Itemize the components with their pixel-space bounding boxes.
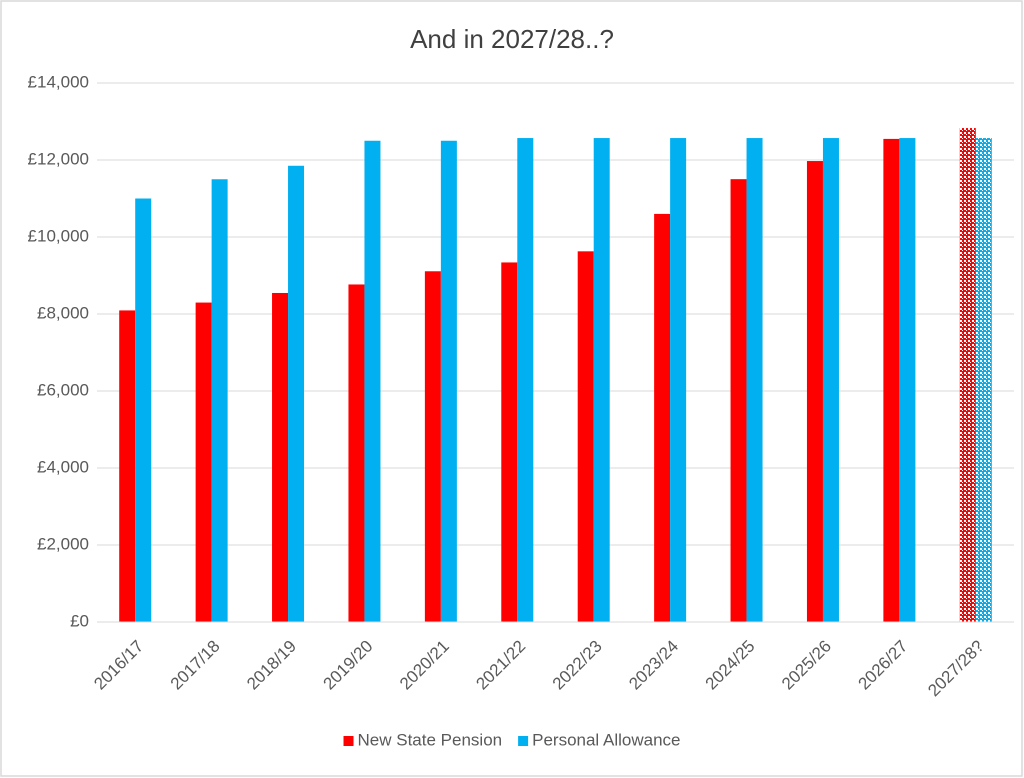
bar xyxy=(975,138,992,622)
y-tick-label: £4,000 xyxy=(37,457,89,476)
bar xyxy=(730,179,747,622)
legend-label: New State Pension xyxy=(358,730,503,749)
bar xyxy=(135,198,152,622)
bar xyxy=(593,138,610,622)
bar xyxy=(899,138,916,622)
chart-title: And in 2027/28..? xyxy=(410,24,614,54)
bar xyxy=(501,262,518,622)
y-tick-label: £12,000 xyxy=(28,149,89,168)
legend-label: Personal Allowance xyxy=(532,730,680,749)
bar xyxy=(822,138,839,622)
bar xyxy=(440,140,457,622)
y-tick-label: £6,000 xyxy=(37,380,89,399)
bar xyxy=(959,128,976,623)
bar xyxy=(288,165,305,622)
bar xyxy=(348,284,365,622)
bar xyxy=(806,161,823,623)
bar xyxy=(119,310,136,622)
bar xyxy=(654,213,671,622)
y-tick-label: £10,000 xyxy=(28,226,89,245)
legend-swatch xyxy=(343,736,354,746)
y-tick-label: £2,000 xyxy=(37,534,89,553)
bar xyxy=(272,292,289,622)
y-tick-label: £0 xyxy=(70,611,89,630)
y-tick-label: £8,000 xyxy=(37,303,89,322)
bar xyxy=(195,302,212,622)
bar xyxy=(211,179,228,622)
y-tick-label: £14,000 xyxy=(28,72,89,91)
bar xyxy=(883,138,900,623)
bar xyxy=(670,138,687,622)
bar xyxy=(577,251,594,622)
bar xyxy=(424,271,441,622)
bar xyxy=(517,138,534,622)
bar xyxy=(746,138,763,622)
legend-swatch xyxy=(518,736,529,746)
bar xyxy=(364,140,381,622)
